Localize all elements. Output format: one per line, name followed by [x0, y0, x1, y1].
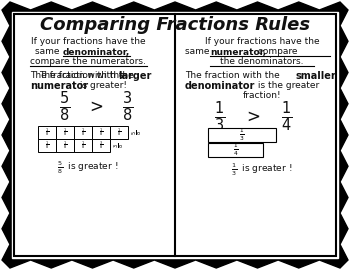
Text: If your fractions have the: If your fractions have the — [31, 38, 145, 46]
Bar — [38, 139, 56, 152]
Polygon shape — [12, 12, 338, 258]
Text: numerator,: numerator, — [210, 48, 266, 56]
Text: $\frac{1}{4}$: $\frac{1}{4}$ — [233, 142, 238, 158]
Text: $\frac{1}{8}$: $\frac{1}{8}$ — [117, 127, 121, 138]
FancyBboxPatch shape — [14, 14, 336, 256]
Text: $\frac{1}{8}$: $\frac{1}{8}$ — [81, 140, 85, 151]
Text: $\frac{3}{8}$: $\frac{3}{8}$ — [122, 90, 134, 124]
Text: $\frac{1}{3}$: $\frac{1}{3}$ — [214, 100, 226, 134]
Text: larger: larger — [118, 71, 151, 81]
Text: $\frac{1}{8}$: $\frac{1}{8}$ — [63, 140, 67, 151]
Text: $\frac{1}{8}$: $\frac{1}{8}$ — [63, 127, 67, 138]
Text: $\frac{5}{8}$: $\frac{5}{8}$ — [60, 90, 71, 124]
Text: $\frac{5}{8}$: $\frac{5}{8}$ — [131, 130, 145, 135]
Text: the denominators.: the denominators. — [220, 58, 304, 66]
Bar — [56, 139, 74, 152]
Text: compare: compare — [255, 48, 298, 56]
Text: $\frac{5}{8}$  is greater !: $\frac{5}{8}$ is greater ! — [57, 160, 119, 176]
Bar — [208, 128, 276, 142]
Text: is greater!: is greater! — [77, 82, 127, 90]
Text: The fraction with the: The fraction with the — [185, 72, 283, 80]
Text: $\frac{3}{8}$: $\frac{3}{8}$ — [99, 140, 103, 151]
Text: $\frac{1}{8}$: $\frac{1}{8}$ — [45, 140, 49, 151]
Text: fraction!: fraction! — [243, 92, 281, 100]
Polygon shape — [2, 2, 348, 268]
Text: compare the numerators.: compare the numerators. — [30, 58, 146, 66]
Text: If your fractions have the: If your fractions have the — [205, 38, 319, 46]
Text: denominator,: denominator, — [63, 48, 130, 56]
Bar — [74, 126, 92, 139]
Bar — [92, 126, 110, 139]
Text: denominator: denominator — [185, 81, 256, 91]
Text: $\frac{1}{8}$: $\frac{1}{8}$ — [81, 127, 85, 138]
Bar — [110, 126, 128, 139]
Text: $\frac{1}{4}$: $\frac{1}{4}$ — [281, 100, 293, 134]
Bar — [74, 139, 92, 152]
Text: $\frac{1}{3}$  is greater !: $\frac{1}{3}$ is greater ! — [231, 162, 293, 178]
Text: is the greater: is the greater — [255, 82, 319, 90]
Text: $>$: $>$ — [243, 108, 261, 126]
Text: smaller: smaller — [295, 71, 336, 81]
Bar — [92, 139, 110, 152]
Text: $\frac{1}{8}$: $\frac{1}{8}$ — [99, 127, 103, 138]
Text: same: same — [185, 48, 212, 56]
Bar — [56, 126, 74, 139]
Text: numerator: numerator — [30, 81, 88, 91]
Text: $\frac{1}{8}$: $\frac{1}{8}$ — [45, 127, 49, 138]
Text: Comparing Fractions Rules: Comparing Fractions Rules — [40, 16, 310, 34]
Text: $>$: $>$ — [86, 98, 104, 116]
Text: The fraction with the: The fraction with the — [30, 72, 128, 80]
Bar — [208, 143, 263, 157]
Text: $\frac{1}{3}$: $\frac{1}{3}$ — [239, 127, 245, 143]
Text: same: same — [35, 48, 62, 56]
Text: The fraction with the: The fraction with the — [39, 72, 137, 80]
Bar — [38, 126, 56, 139]
Text: $\frac{3}{8}$: $\frac{3}{8}$ — [113, 143, 127, 148]
